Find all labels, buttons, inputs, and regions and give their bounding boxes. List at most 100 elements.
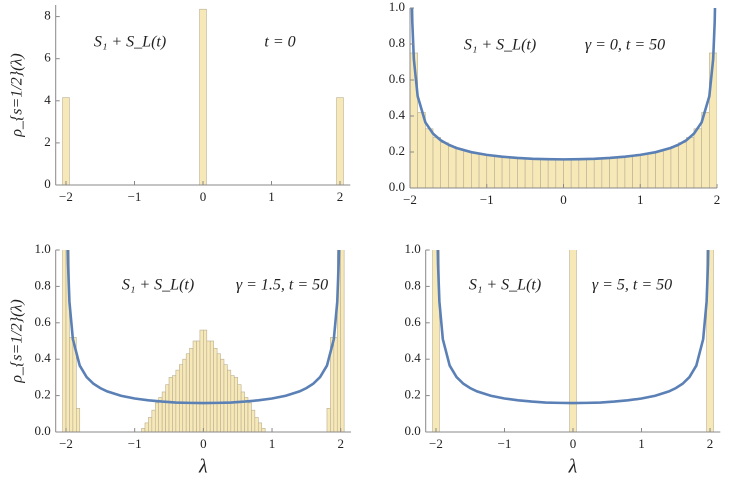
bar — [425, 128, 434, 188]
bar — [463, 150, 472, 188]
x-tick-label: 0 — [200, 189, 207, 204]
x-axis-label: λ — [568, 456, 578, 478]
y-tick-label: 0.8 — [34, 277, 50, 292]
x-tick-label: −2 — [59, 189, 73, 204]
bar — [261, 428, 266, 432]
bar — [230, 375, 235, 432]
bar — [494, 156, 503, 188]
y-tick-label: 0 — [44, 176, 51, 191]
bar — [655, 150, 664, 188]
bar — [432, 137, 441, 188]
curve — [66, 250, 341, 405]
annotation: γ = 5, t = 50 — [592, 277, 672, 294]
bar — [336, 250, 341, 432]
x-tick-label: 0 — [560, 192, 567, 207]
bar — [639, 154, 649, 188]
bar — [647, 152, 656, 188]
y-tick-label: 0.2 — [404, 387, 420, 402]
x-tick-label: −2 — [429, 436, 443, 451]
bar — [172, 375, 177, 432]
bar — [65, 250, 70, 432]
y-tick-label: 0.0 — [404, 423, 420, 438]
bar — [685, 137, 695, 188]
bar — [144, 422, 149, 432]
bar — [62, 250, 67, 432]
bar — [670, 146, 679, 188]
y-tick-label: 6 — [44, 50, 51, 65]
bar — [209, 340, 214, 432]
y-tick-label: 1.0 — [404, 241, 420, 256]
bar — [632, 155, 641, 188]
bar — [440, 142, 449, 188]
bar — [471, 152, 480, 188]
annotation: S₁ + S_L(t) — [464, 37, 536, 54]
plot-area — [432, 250, 714, 432]
x-axis-label: λ — [198, 456, 208, 478]
y-tick-label: 1.0 — [389, 0, 405, 14]
bar — [233, 377, 238, 432]
bar — [185, 353, 190, 432]
bar — [227, 369, 232, 432]
bar — [593, 158, 603, 188]
bar — [220, 358, 225, 432]
y-tick-label: 0.0 — [34, 423, 50, 438]
annotation: γ = 1.5, t = 50 — [236, 277, 328, 294]
annotation: S₁ + S_L(t) — [469, 277, 541, 294]
bar — [701, 112, 710, 188]
x-tick-label: −1 — [128, 189, 142, 204]
y-tick-label: 0.4 — [34, 350, 51, 365]
bar — [199, 8, 207, 185]
y-tick-label: 0.8 — [404, 277, 420, 292]
bar — [333, 337, 338, 432]
bar — [257, 422, 263, 432]
x-tick-label: −1 — [128, 436, 142, 451]
y-tick-label: 2 — [44, 134, 51, 149]
x-tick-label: 1 — [638, 436, 645, 451]
bar — [616, 156, 626, 188]
annotation: S₁ + S_L(t) — [122, 277, 194, 294]
bar — [501, 156, 511, 188]
bar — [524, 158, 534, 188]
bar — [199, 329, 204, 432]
bar — [175, 369, 180, 432]
x-tick-label: 1 — [637, 192, 644, 207]
bar — [624, 156, 633, 188]
bar — [192, 340, 197, 432]
bar — [417, 112, 426, 188]
bar — [555, 159, 564, 188]
y-tick-label: 0.6 — [34, 314, 51, 329]
bar — [182, 358, 187, 432]
y-tick-label: 1.0 — [34, 241, 50, 256]
bar — [532, 158, 541, 188]
bar — [517, 157, 526, 188]
annotation: t = 0 — [264, 34, 295, 51]
bar — [141, 428, 146, 432]
bar — [448, 146, 457, 188]
y-axis-label: ρ_{s=1/2}(λ) — [9, 53, 26, 138]
bar — [179, 364, 184, 432]
y-tick-label: 0.2 — [389, 143, 405, 158]
x-tick-label: −2 — [403, 192, 417, 207]
bar — [609, 157, 618, 188]
bar — [223, 364, 228, 432]
bar — [601, 157, 610, 188]
x-tick-label: 2 — [714, 192, 721, 207]
bar — [432, 250, 440, 432]
plot-area — [410, 8, 717, 188]
y-tick-label: 0.0 — [389, 179, 405, 194]
bar — [196, 340, 201, 432]
bar — [540, 158, 549, 188]
bar — [216, 353, 221, 432]
bar — [509, 157, 518, 188]
bar — [340, 250, 345, 432]
y-tick-label: 0.4 — [389, 107, 406, 122]
y-tick-label: 4 — [44, 92, 51, 107]
x-tick-label: 0 — [570, 436, 577, 451]
bar — [547, 158, 557, 188]
y-tick-label: 0.4 — [404, 350, 421, 365]
plot-area — [62, 8, 344, 185]
x-tick-label: 2 — [707, 436, 714, 451]
bar — [189, 347, 194, 432]
bar — [237, 384, 242, 432]
